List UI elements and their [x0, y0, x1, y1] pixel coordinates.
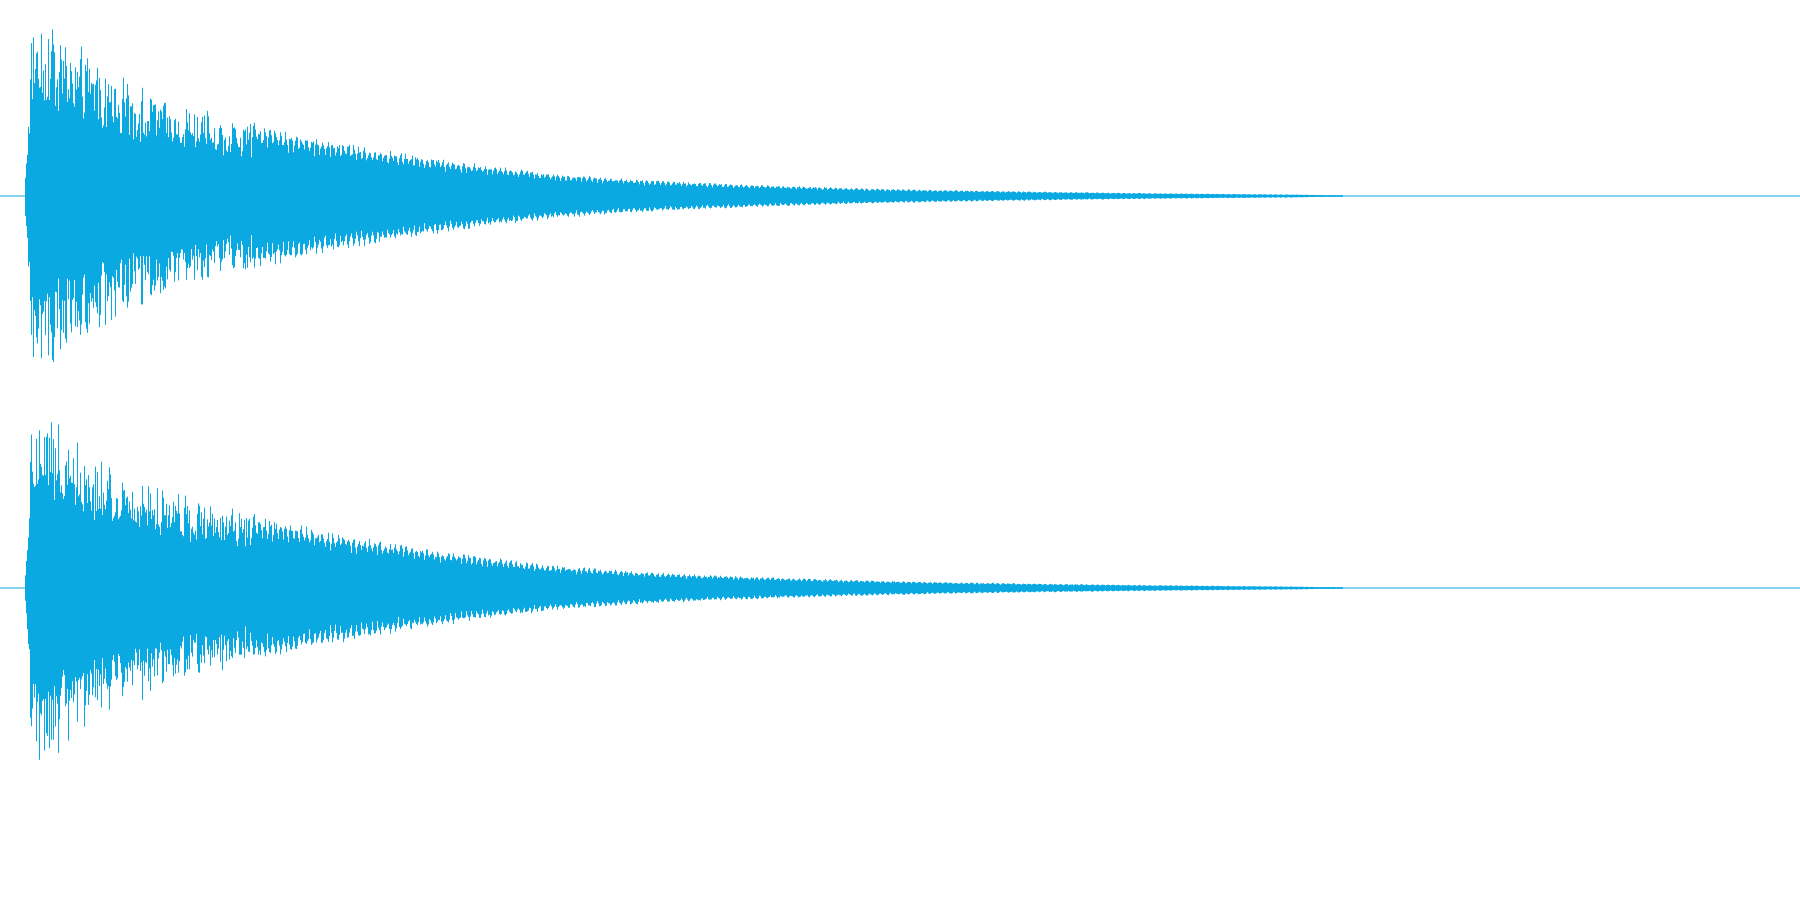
channel-2-samples — [25, 422, 1343, 760]
channel-1-waveform[interactable] — [0, 0, 1800, 392]
channel-2-waveform[interactable] — [0, 392, 1800, 900]
channel-1-samples — [25, 29, 1343, 362]
channel-1-waveform-svg — [0, 29, 1800, 362]
channel-2-waveform-svg — [0, 422, 1800, 760]
